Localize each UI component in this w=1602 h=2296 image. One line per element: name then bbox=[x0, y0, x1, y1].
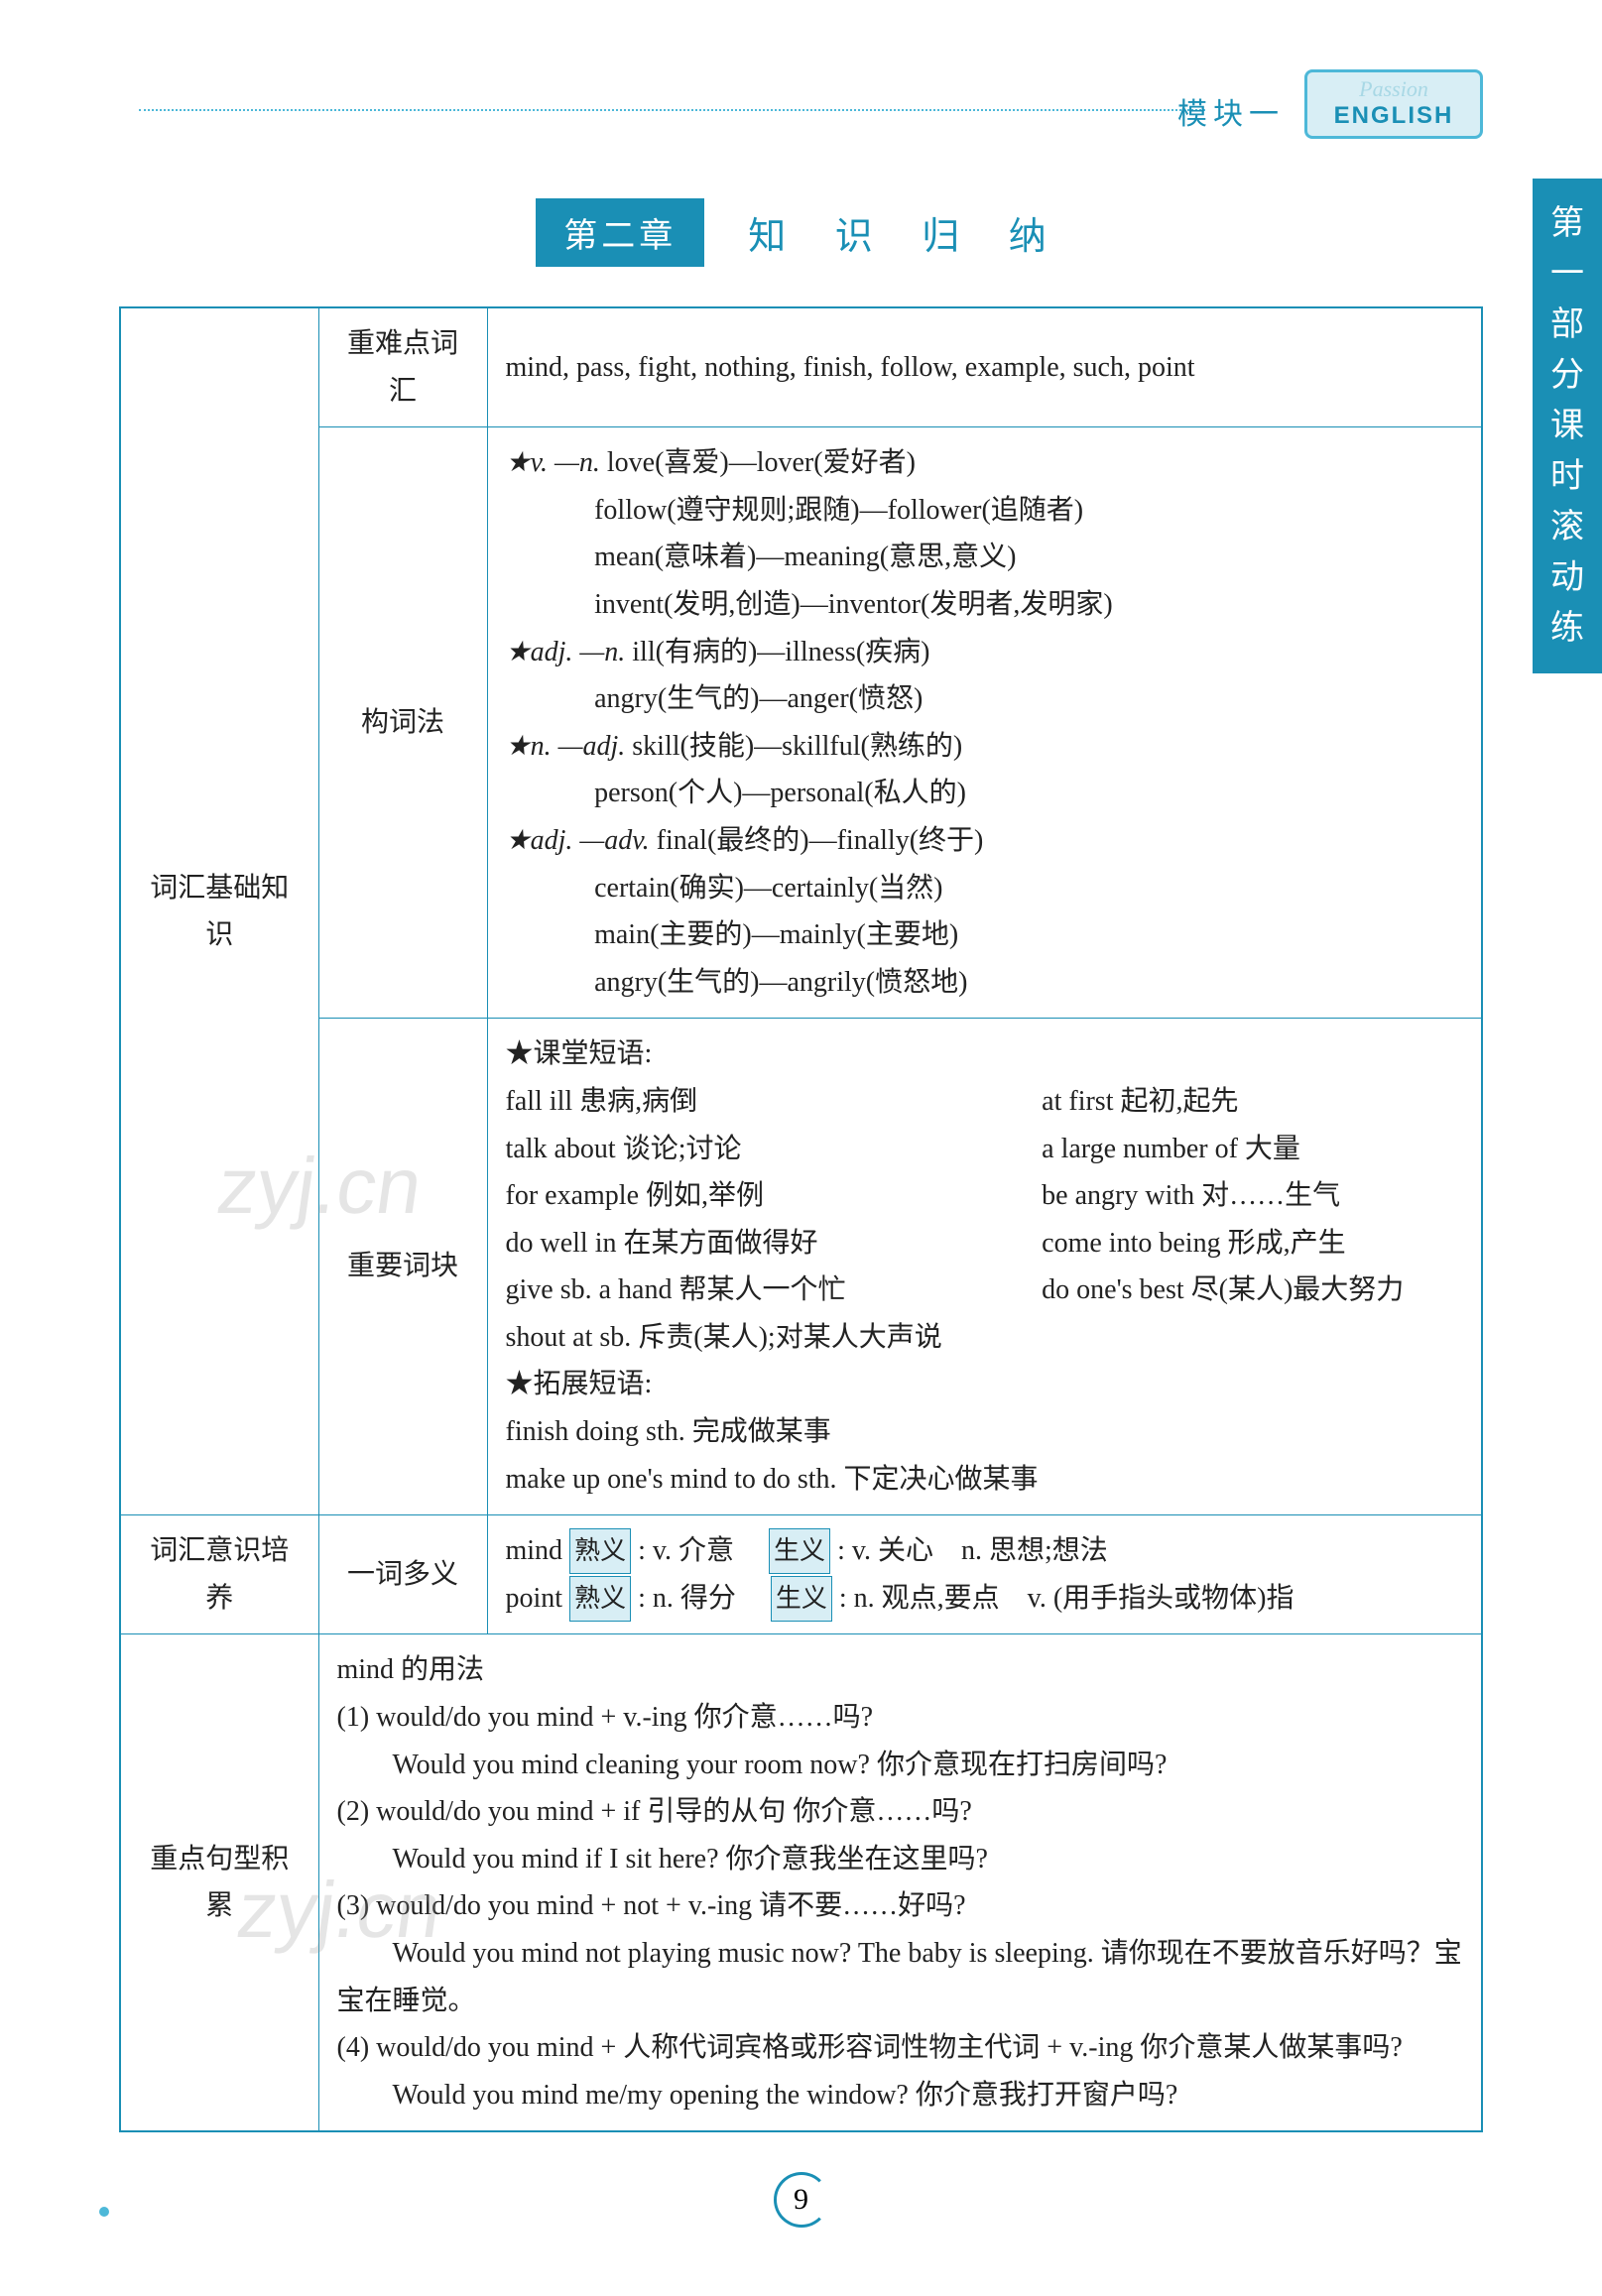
phrase-pair: give sb. a hand 帮某人一个忙 do one's best 尽(某… bbox=[506, 1267, 1464, 1314]
row-word-formation-content: ★v. —n. love(喜爱)—lover(爱好者) follow(遵守规则;… bbox=[487, 427, 1482, 1019]
polysemy-line: point 熟义 : n. 得分 生义 : n. 观点,要点 v. (用手指头或… bbox=[506, 1575, 1464, 1623]
wf-line: ★adj. —adv. final(最终的)—finally(终于) bbox=[506, 817, 1464, 865]
sp-line: (1) would/do you mind + v.-ing 你介意……吗? bbox=[337, 1694, 1464, 1742]
poly-text: : n. 观点,要点 v. (用手指头或物体)指 bbox=[839, 1583, 1294, 1614]
phrase-left: for example 例如,举例 bbox=[506, 1172, 1043, 1220]
brand-logo: Passion ENGLISH bbox=[1304, 69, 1483, 139]
wf-line: main(主要的)—mainly(主要地) bbox=[506, 911, 1464, 959]
knowledge-table: 词汇基础知识 重难点词汇 mind, pass, fight, nothing,… bbox=[119, 306, 1483, 2132]
box-shu: 熟义 bbox=[569, 1576, 631, 1622]
poly-text: : v. 介意 bbox=[638, 1535, 762, 1566]
side-tab: 第一 部分 课时 滚动 练 bbox=[1533, 179, 1602, 673]
sp-line: (3) would/do you mind + not + v.-ing 请不要… bbox=[337, 1882, 1464, 1930]
phrase-pair: do well in 在某方面做得好 come into being 形成,产生 bbox=[506, 1220, 1464, 1268]
chapter-title: 知 识 归 纳 bbox=[748, 205, 1066, 260]
phrase-pair: for example 例如,举例 be angry with 对……生气 bbox=[506, 1172, 1464, 1220]
sp-line: mind 的用法 bbox=[337, 1646, 1464, 1694]
sp-line: Would you mind if I sit here? 你介意我坐在这里吗? bbox=[337, 1836, 1464, 1883]
page-number: 9 bbox=[774, 2172, 829, 2228]
section-vocab-basics: 词汇基础知识 bbox=[120, 307, 318, 1515]
page-number-wrap: 9 bbox=[119, 2172, 1483, 2228]
phrase-line: shout at sb. 斥责(某人);对某人大声说 bbox=[506, 1314, 1464, 1362]
sp-line: (2) would/do you mind + if 引导的从句 你介意……吗? bbox=[337, 1788, 1464, 1836]
side-tab-line: 练 bbox=[1542, 603, 1592, 654]
phrase-left: fall ill 患病,病倒 bbox=[506, 1078, 1043, 1126]
poly-text: : n. 得分 bbox=[638, 1583, 764, 1614]
wf-line: mean(意味着)—meaning(意思,意义) bbox=[506, 534, 1464, 581]
page-header: 模块一 Passion ENGLISH bbox=[119, 79, 1483, 159]
chapter-heading: 第二章 知 识 归 纳 bbox=[119, 198, 1483, 267]
side-tab-line: 课时 bbox=[1542, 401, 1592, 502]
sp-line: Would you mind not playing music now? Th… bbox=[337, 1930, 1464, 2024]
phrase-pair: talk about 谈论;讨论 a large number of 大量 bbox=[506, 1126, 1464, 1173]
wf-line: ★v. —n. love(喜爱)—lover(爱好者) bbox=[506, 439, 1464, 487]
phrase-pair: fall ill 患病,病倒 at first 起初,起先 bbox=[506, 1078, 1464, 1126]
wf-line: certain(确实)—certainly(当然) bbox=[506, 865, 1464, 912]
header-dotline bbox=[139, 109, 1205, 111]
phrase-left: give sb. a hand 帮某人一个忙 bbox=[506, 1267, 1043, 1314]
phrase-head: ★拓展短语: bbox=[506, 1361, 1464, 1408]
poly-text: mind bbox=[506, 1535, 570, 1566]
phrase-right: a large number of 大量 bbox=[1042, 1126, 1463, 1173]
section-vocab-awareness: 词汇意识培养 bbox=[120, 1515, 318, 1634]
phrase-line: make up one's mind to do sth. 下定决心做某事 bbox=[506, 1456, 1464, 1504]
box-shu: 熟义 bbox=[569, 1528, 631, 1574]
wf-line: invent(发明,创造)—inventor(发明者,发明家) bbox=[506, 581, 1464, 629]
wf-line: follow(遵守规则;跟随)—follower(追随者) bbox=[506, 487, 1464, 535]
phrase-right: come into being 形成,产生 bbox=[1042, 1220, 1463, 1268]
row-polysemy-label: 一词多义 bbox=[318, 1515, 487, 1634]
wf-line: ★adj. —n. ill(有病的)—illness(疾病) bbox=[506, 629, 1464, 676]
sp-line: (4) would/do you mind + 人称代词宾格或形容词性物主代词 … bbox=[337, 2024, 1464, 2072]
row-word-formation-label: 构词法 bbox=[318, 427, 487, 1019]
side-tab-line: 第一 bbox=[1542, 198, 1592, 300]
phrase-right: be angry with 对……生气 bbox=[1042, 1172, 1463, 1220]
phrase-right: at first 起初,起先 bbox=[1042, 1078, 1463, 1126]
section-sentence-patterns: 重点句型积累 bbox=[120, 1634, 318, 2131]
wf-line: ★n. —adj. skill(技能)—skillful(熟练的) bbox=[506, 723, 1464, 771]
phrase-line: finish doing sth. 完成做某事 bbox=[506, 1408, 1464, 1456]
phrase-right: do one's best 尽(某人)最大努力 bbox=[1042, 1267, 1463, 1314]
poly-text: point bbox=[506, 1583, 570, 1614]
side-tab-line: 滚动 bbox=[1542, 502, 1592, 603]
corner-dot-icon bbox=[99, 2207, 109, 2217]
brand-logo-bottom: ENGLISH bbox=[1307, 102, 1480, 130]
phrase-head: ★课堂短语: bbox=[506, 1030, 1464, 1078]
sp-line: Would you mind me/my opening the window?… bbox=[337, 2072, 1464, 2119]
phrase-left: do well in 在某方面做得好 bbox=[506, 1220, 1043, 1268]
phrase-left: talk about 谈论;讨论 bbox=[506, 1126, 1043, 1173]
polysemy-line: mind 熟义 : v. 介意 生义 : v. 关心 n. 思想;想法 bbox=[506, 1527, 1464, 1575]
side-tab-line: 部分 bbox=[1542, 300, 1592, 401]
box-sheng: 生义 bbox=[769, 1528, 830, 1574]
chapter-badge: 第二章 bbox=[536, 198, 704, 267]
row-key-vocab-content: mind, pass, fight, nothing, finish, foll… bbox=[487, 307, 1482, 427]
row-sentence-content: mind 的用法 (1) would/do you mind + v.-ing … bbox=[318, 1634, 1482, 2131]
module-label: 模块一 bbox=[1177, 89, 1285, 133]
row-polysemy-content: mind 熟义 : v. 介意 生义 : v. 关心 n. 思想;想法 poin… bbox=[487, 1515, 1482, 1634]
box-sheng: 生义 bbox=[771, 1576, 832, 1622]
wf-line: angry(生气的)—anger(愤怒) bbox=[506, 675, 1464, 723]
wf-line: angry(生气的)—angrily(愤怒地) bbox=[506, 959, 1464, 1007]
poly-text: : v. 关心 n. 思想;想法 bbox=[837, 1535, 1108, 1566]
row-phrases-label: 重要词块 bbox=[318, 1019, 487, 1515]
row-phrases-content: ★课堂短语: fall ill 患病,病倒 at first 起初,起先 tal… bbox=[487, 1019, 1482, 1515]
wf-line: person(个人)—personal(私人的) bbox=[506, 770, 1464, 817]
sp-line: Would you mind cleaning your room now? 你… bbox=[337, 1742, 1464, 1789]
row-key-vocab-label: 重难点词汇 bbox=[318, 307, 487, 427]
brand-logo-top: Passion bbox=[1307, 76, 1480, 102]
